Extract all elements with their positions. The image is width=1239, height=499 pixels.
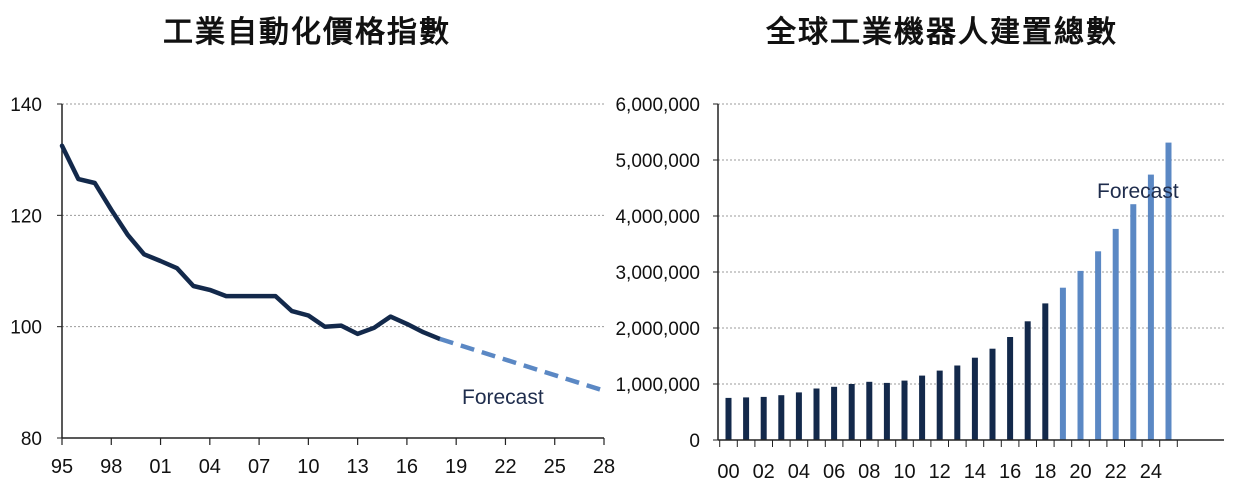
y-tick-label: 5,000,000 (615, 151, 700, 172)
price-index-gridlines (62, 103, 604, 328)
forecast-line (439, 336, 605, 393)
x-tick-label: 20 (1069, 461, 1091, 483)
x-tick-label: 10 (297, 456, 319, 478)
x-tick-label: 13 (347, 456, 369, 478)
y-tick-label: 6,000,000 (615, 95, 700, 116)
y-tick-label: 140 (10, 95, 42, 116)
bar-10 (901, 380, 908, 440)
x-tick-label: 14 (964, 461, 986, 483)
bar-22 (1112, 228, 1119, 440)
y-tick-label: 4,000,000 (615, 207, 700, 228)
x-tick-label: 08 (858, 461, 880, 483)
x-tick-label: 16 (999, 461, 1021, 483)
robot-installations-y-ticks: 0 1,000,000 2,000,000 3,000,000 4,000,000 5,0… (615, 95, 718, 452)
robot-installations-title: 全球工業機器人建置總數 (765, 15, 1118, 50)
bar-01 (743, 397, 750, 440)
robot-installations-axes (717, 104, 1224, 441)
price-index-y-ticks: 80 100 120 140 (10, 95, 62, 450)
x-tick-label: 19 (445, 456, 467, 478)
robot-installations-chart: 全球工業機器人建置總數 0 1,000,000 2,000,000 3,000,000… (615, 15, 1224, 483)
bar-15 (989, 348, 996, 440)
robot-installations-gridlines (718, 103, 1224, 385)
price-index-x-ticks: 95 98 01 04 07 10 13 16 19 22 25 28 (51, 438, 615, 478)
x-tick-label: 25 (544, 456, 566, 478)
x-tick-label: 00 (717, 461, 739, 483)
y-tick-label: 80 (21, 429, 42, 450)
actual-line (59, 143, 443, 342)
robot-installations-bars (725, 142, 1172, 440)
bar-21 (1095, 251, 1102, 440)
price-index-title: 工業自動化價格指數 (163, 15, 451, 50)
bar-16 (1007, 337, 1014, 440)
x-tick-label: 07 (248, 456, 270, 478)
y-tick-label: 3,000,000 (615, 263, 700, 284)
y-tick-label: 0 (689, 431, 700, 452)
x-tick-label: 02 (753, 461, 775, 483)
x-tick-label: 16 (396, 456, 418, 478)
bar-02 (760, 396, 767, 440)
price-index-axes (61, 104, 604, 439)
x-tick-label: 95 (51, 456, 73, 478)
bar-00 (725, 397, 732, 440)
bar-03 (778, 395, 785, 440)
bar-13 (954, 365, 961, 440)
bar-09 (883, 382, 890, 440)
x-tick-label: 18 (1034, 461, 1056, 483)
bar-17 (1024, 321, 1031, 440)
y-tick-label: 120 (10, 206, 42, 227)
y-tick-label: 100 (10, 318, 42, 339)
price-index-forecast-label: Forecast (462, 386, 544, 409)
bar-11 (919, 375, 926, 440)
x-tick-label: 28 (593, 456, 615, 478)
bar-07 (848, 384, 855, 440)
robot-installations-forecast-label: Forecast (1097, 180, 1179, 203)
bar-06 (831, 386, 838, 440)
x-tick-label: 24 (1140, 461, 1162, 483)
y-tick-label: 2,000,000 (615, 319, 700, 340)
bar-05 (813, 388, 820, 440)
x-tick-label: 12 (929, 461, 951, 483)
x-tick-label: 98 (100, 456, 122, 478)
x-tick-label: 04 (788, 461, 810, 483)
x-tick-label: 01 (149, 456, 171, 478)
x-tick-label: 06 (823, 461, 845, 483)
price-index-chart: 工業自動化價格指數 80 100 120 140 95 98 01 04 07 10 13 16 19… (10, 15, 615, 478)
bar-12 (936, 370, 943, 440)
robot-installations-x-ticks: 00 02 04 06 08 10 12 14 16 18 20 22 24 (717, 440, 1178, 483)
bar-18 (1042, 303, 1049, 440)
x-tick-label: 10 (893, 461, 915, 483)
x-tick-label: 22 (494, 456, 516, 478)
x-tick-label: 04 (199, 456, 221, 478)
bar-08 (866, 381, 873, 440)
bar-24 (1147, 174, 1154, 440)
bar-04 (795, 392, 802, 440)
price-index-series (59, 143, 605, 393)
y-tick-label: 1,000,000 (615, 375, 700, 396)
bar-14 (971, 357, 978, 440)
bar-25 (1165, 142, 1172, 440)
bar-19 (1059, 287, 1066, 440)
bar-20 (1077, 270, 1084, 440)
bar-23 (1130, 204, 1137, 440)
x-tick-label: 22 (1105, 461, 1127, 483)
